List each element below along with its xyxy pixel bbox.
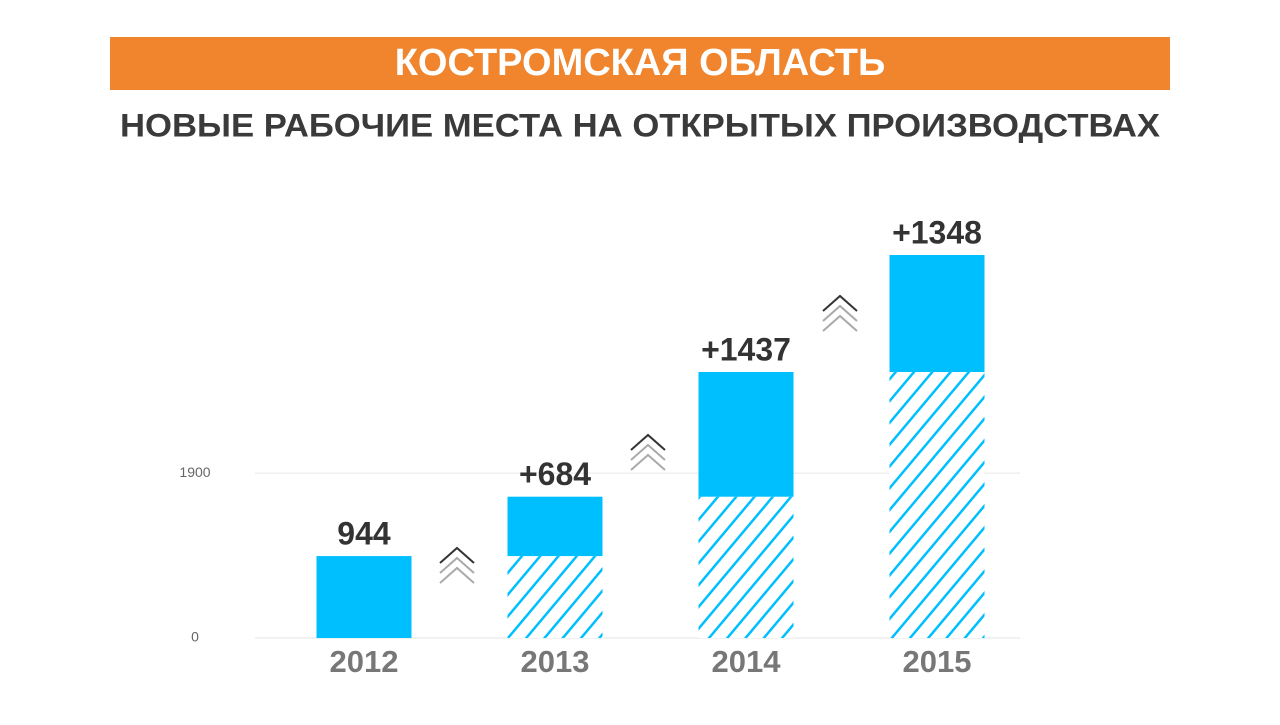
bar: [698, 371, 794, 497]
bar: [507, 496, 603, 557]
bar: [889, 255, 985, 372]
chart-subtitle: НОВЫЕ РАБОЧИЕ МЕСТА НА ОТКРЫТЫХ ПРОИЗВОД…: [120, 107, 1161, 143]
title-banner: [110, 37, 1170, 90]
chevrons: [439, 294, 858, 584]
value-label: +1437: [701, 331, 791, 367]
x-tick-label: 2014: [712, 644, 782, 679]
bar: [316, 556, 412, 638]
previous-total: [889, 371, 985, 638]
previous-total: [698, 496, 794, 638]
value-label: 944: [337, 516, 391, 552]
y-tick-label: 1900: [179, 464, 210, 480]
y-tick-label: 0: [191, 629, 199, 645]
value-label: +684: [519, 456, 591, 492]
x-tick-label: 2012: [330, 644, 399, 679]
x-tick-label: 2015: [903, 644, 972, 679]
chart-title: КОСТРОМСКАЯ ОБЛАСТЬ: [395, 42, 886, 84]
previous-total: [507, 556, 603, 638]
value-label: +1348: [892, 214, 982, 250]
x-tick-label: 2013: [521, 644, 590, 679]
